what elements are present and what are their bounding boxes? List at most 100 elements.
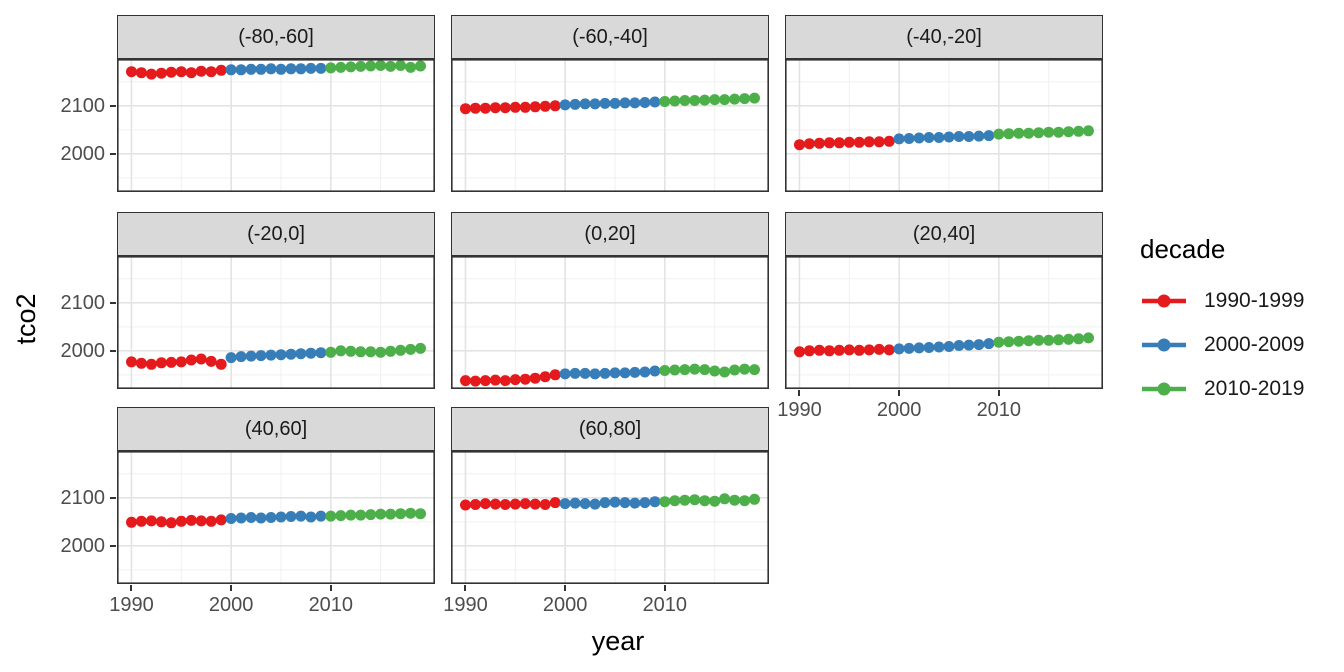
data-point (255, 350, 267, 362)
data-point (1033, 334, 1045, 346)
data-point (165, 66, 177, 78)
data-point (993, 336, 1005, 348)
data-point (235, 351, 247, 363)
data-point (739, 93, 751, 105)
decade-series-2010-2019 (993, 332, 1094, 348)
facet-(-80,-60]: (-80,-60] (117, 15, 435, 192)
data-point (285, 511, 297, 522)
data-point (619, 367, 631, 379)
data-point (245, 512, 257, 523)
legend-entry: 1990-1999 (1140, 286, 1344, 316)
data-point (863, 136, 875, 148)
legend-entry: 2000-2009 (1140, 330, 1344, 360)
data-point (549, 369, 561, 381)
data-point (469, 102, 481, 114)
data-point (669, 495, 681, 507)
data-point (719, 366, 731, 378)
data-point (275, 63, 287, 75)
x-tick-label: 1990 (443, 594, 488, 616)
decade-series-2000-2009 (225, 347, 327, 364)
data-point (679, 364, 691, 376)
facet-panel (451, 451, 769, 584)
data-point (803, 138, 815, 150)
data-point (729, 93, 741, 105)
line-point-key-icon (1142, 294, 1186, 308)
data-point (479, 498, 491, 510)
data-point (135, 357, 147, 369)
data-point (699, 364, 711, 376)
facet-panel (117, 256, 435, 389)
data-point (883, 344, 895, 356)
data-point (285, 348, 297, 360)
data-point (559, 498, 571, 510)
data-point (609, 367, 621, 379)
x-tick-label: 2000 (542, 594, 588, 616)
data-point (195, 65, 207, 77)
facet-strip: (60,80] (451, 407, 769, 451)
decade-series-2000-2009 (893, 338, 995, 355)
data-point (823, 345, 835, 357)
data-point (863, 344, 875, 356)
decade-series-2010-2019 (325, 507, 426, 522)
data-point (883, 135, 895, 147)
data-point (175, 515, 187, 527)
data-point (345, 61, 357, 73)
data-point (375, 60, 387, 71)
data-point (569, 367, 581, 379)
data-point (155, 357, 167, 369)
data-point (749, 364, 760, 376)
data-point (126, 516, 137, 528)
data-point (529, 372, 541, 384)
data-point (175, 356, 187, 368)
data-point (135, 67, 147, 79)
data-point (415, 60, 426, 72)
facet-strip: (-20,0] (117, 212, 435, 256)
data-point (1033, 127, 1045, 139)
data-point (539, 100, 551, 112)
data-point (405, 61, 417, 73)
data-point (355, 509, 367, 521)
data-point (395, 60, 407, 71)
data-point (943, 131, 955, 143)
data-point (325, 346, 337, 358)
data-point (609, 496, 621, 508)
data-point (345, 509, 357, 521)
data-point (165, 356, 177, 368)
y-tick-label: 2000 (60, 339, 106, 362)
data-point (729, 494, 741, 506)
data-point (415, 508, 426, 520)
data-point (803, 345, 815, 357)
data-point (195, 515, 207, 527)
decade-series-1990-1999 (126, 514, 227, 529)
data-point (489, 102, 501, 114)
y-tick-label: 2000 (60, 534, 106, 557)
data-point (235, 512, 247, 524)
x-tick-mark (663, 585, 666, 591)
facet-panel (117, 59, 435, 192)
data-point (245, 63, 257, 75)
decade-series-2000-2009 (225, 510, 327, 524)
x-tick-mark (564, 585, 567, 591)
data-point (395, 508, 407, 520)
data-point (225, 513, 237, 524)
data-point (145, 68, 157, 80)
data-point (913, 342, 925, 354)
data-point (813, 344, 825, 356)
x-tick-label: 2010 (308, 594, 354, 616)
y-tick-mark (110, 544, 116, 547)
data-point (719, 94, 731, 106)
decade-series-1990-1999 (460, 497, 561, 511)
data-point (923, 342, 935, 353)
y-axis-title: tco2 (11, 293, 41, 345)
decade-series-1990-1999 (460, 369, 561, 387)
data-point (275, 511, 287, 523)
data-point (579, 498, 591, 510)
facet-strip: (40,60] (117, 407, 435, 451)
data-point (659, 365, 671, 376)
data-point (205, 66, 217, 78)
y-tick-mark (110, 496, 116, 499)
data-point (185, 354, 197, 366)
data-point (599, 97, 611, 109)
data-point (509, 374, 521, 386)
data-point (519, 101, 531, 113)
